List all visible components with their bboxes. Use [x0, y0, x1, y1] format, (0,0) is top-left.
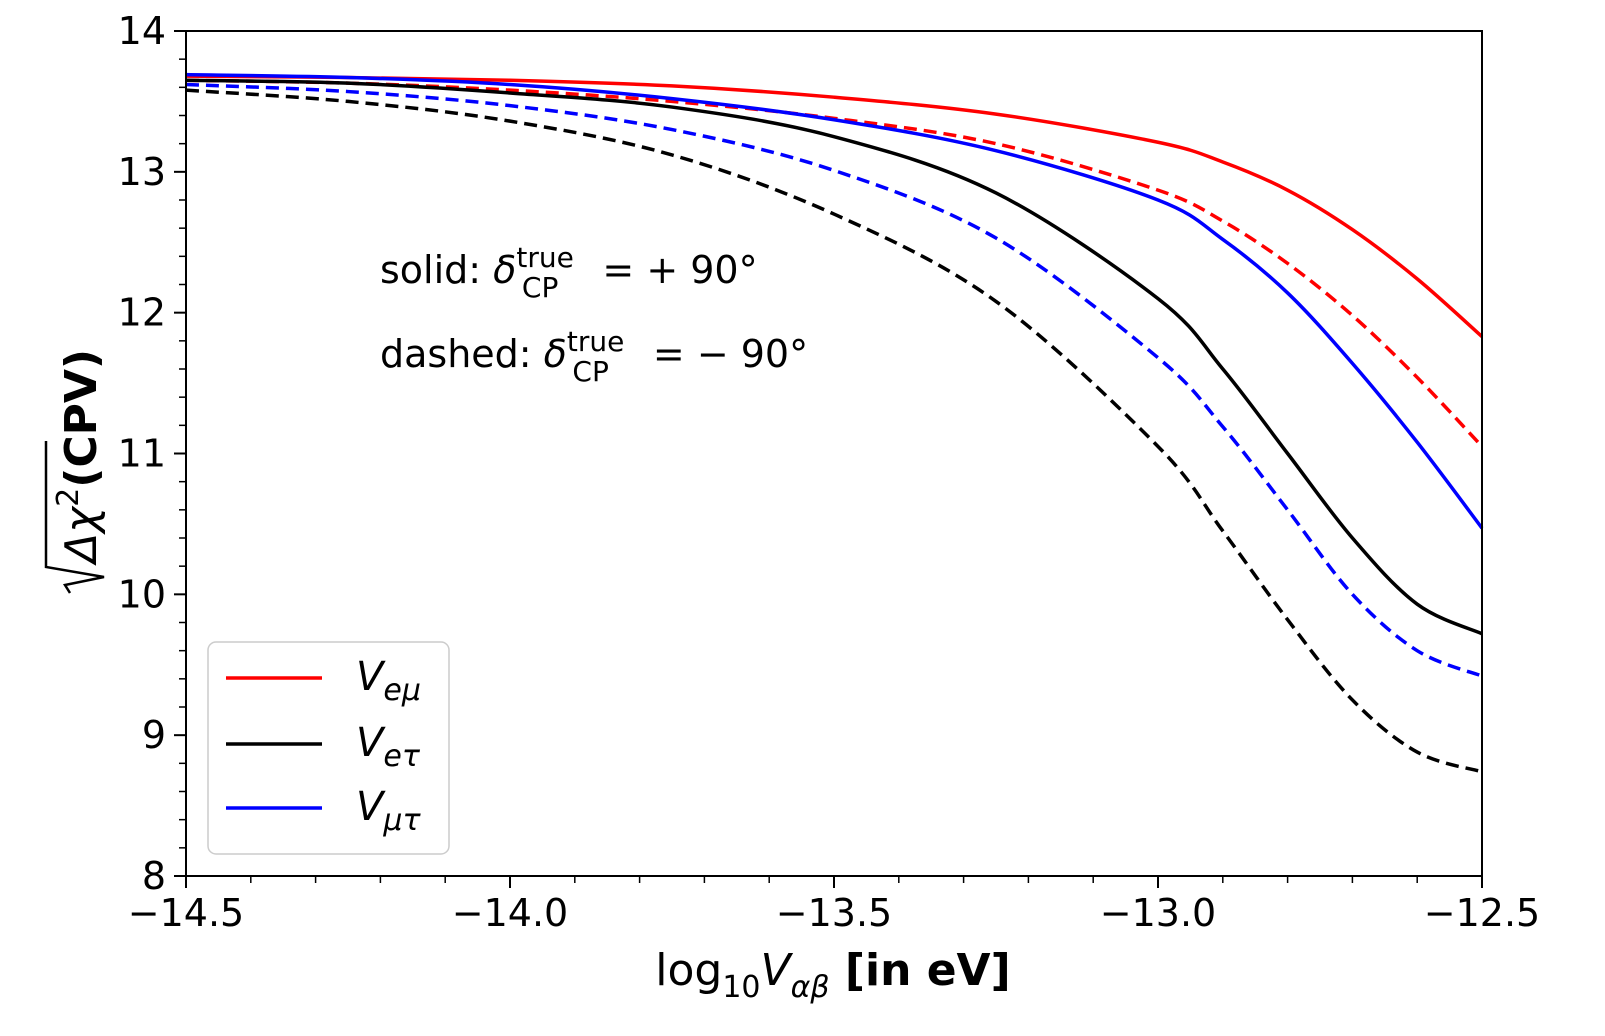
annotations: solid: δtrue CP = + 90° dashed: δtrue CP =…: [380, 241, 808, 388]
series-line-1-dashed: [185, 78, 1484, 448]
x-tick-label: −13.0: [1100, 891, 1216, 935]
y-axis-label-text: Δχ2(CPV): [51, 349, 107, 566]
legend-label-v-etau: Veτ: [356, 720, 421, 774]
legend-box: [207, 641, 450, 855]
y-tick-label: 9: [142, 713, 166, 757]
x-tick-label: −13.5: [776, 891, 892, 935]
y-tick-label: 10: [118, 572, 166, 616]
annotation-solid: solid: δtrue CP = + 90°: [380, 241, 758, 304]
series-line-2-solid: [185, 78, 1483, 636]
legend-label-v-emu: Veμ: [356, 654, 421, 708]
y-tick-label: 11: [118, 432, 166, 476]
legend-label-v-mutau: Vμτ: [356, 784, 421, 838]
y-tick-label: 12: [118, 291, 166, 335]
ticks-layer: −14.5 −14.0 −13.5 −13.0 −12.5 8 9 10 11 12 13 14: [118, 9, 1541, 935]
x-tick-label: −14.5: [128, 891, 244, 935]
series-line-0-solid: [185, 74, 1484, 338]
y-tick-label: 14: [118, 9, 166, 53]
annotation-dashed: dashed: δtrue CP = − 90°: [380, 325, 808, 388]
sqrt-sign: [44, 441, 105, 594]
series-line-5-dashed: [185, 82, 1483, 678]
x-axis-label: log10Vαβ [in eV]: [655, 945, 1010, 1005]
y-tick-label: 13: [118, 150, 166, 194]
legend: Veμ Veτ Vμτ: [207, 641, 450, 855]
series-line-3-dashed: [185, 88, 1483, 774]
y-tick-label: 8: [142, 854, 166, 898]
x-tick-label: −14.0: [452, 891, 568, 935]
x-tick-label: −12.5: [1424, 891, 1540, 935]
y-axis-label: Δχ2(CPV): [44, 349, 107, 594]
series-layer: [185, 72, 1484, 774]
series-line-4-solid: [185, 72, 1484, 530]
